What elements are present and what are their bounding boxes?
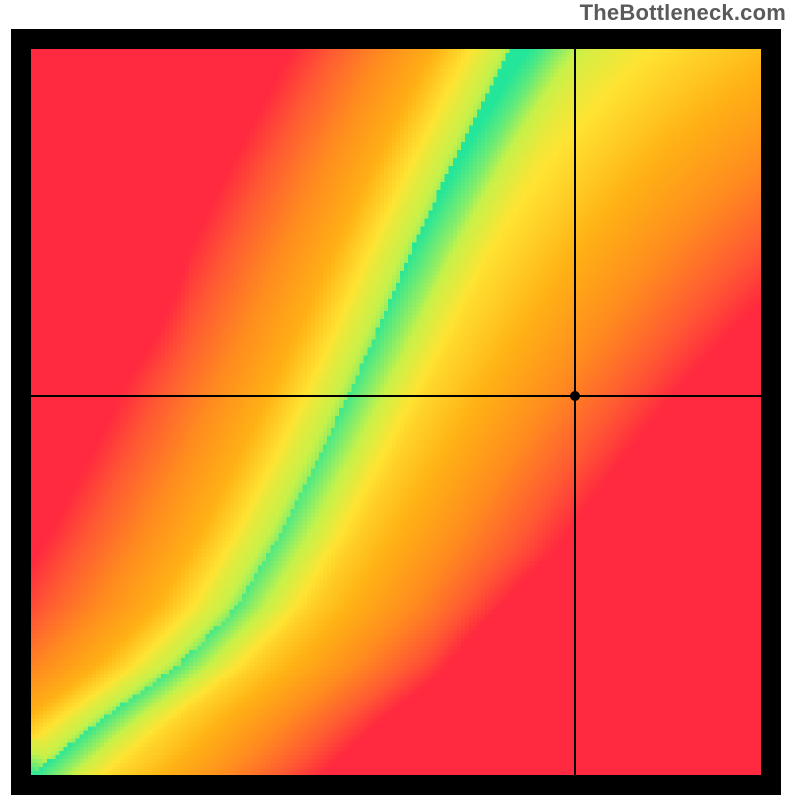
crosshair-horizontal (31, 395, 761, 397)
attribution-text: TheBottleneck.com (580, 0, 786, 26)
chart-container: TheBottleneck.com (0, 0, 800, 800)
heatmap-canvas (31, 49, 761, 775)
marker-dot (570, 391, 580, 401)
crosshair-vertical (574, 49, 576, 775)
